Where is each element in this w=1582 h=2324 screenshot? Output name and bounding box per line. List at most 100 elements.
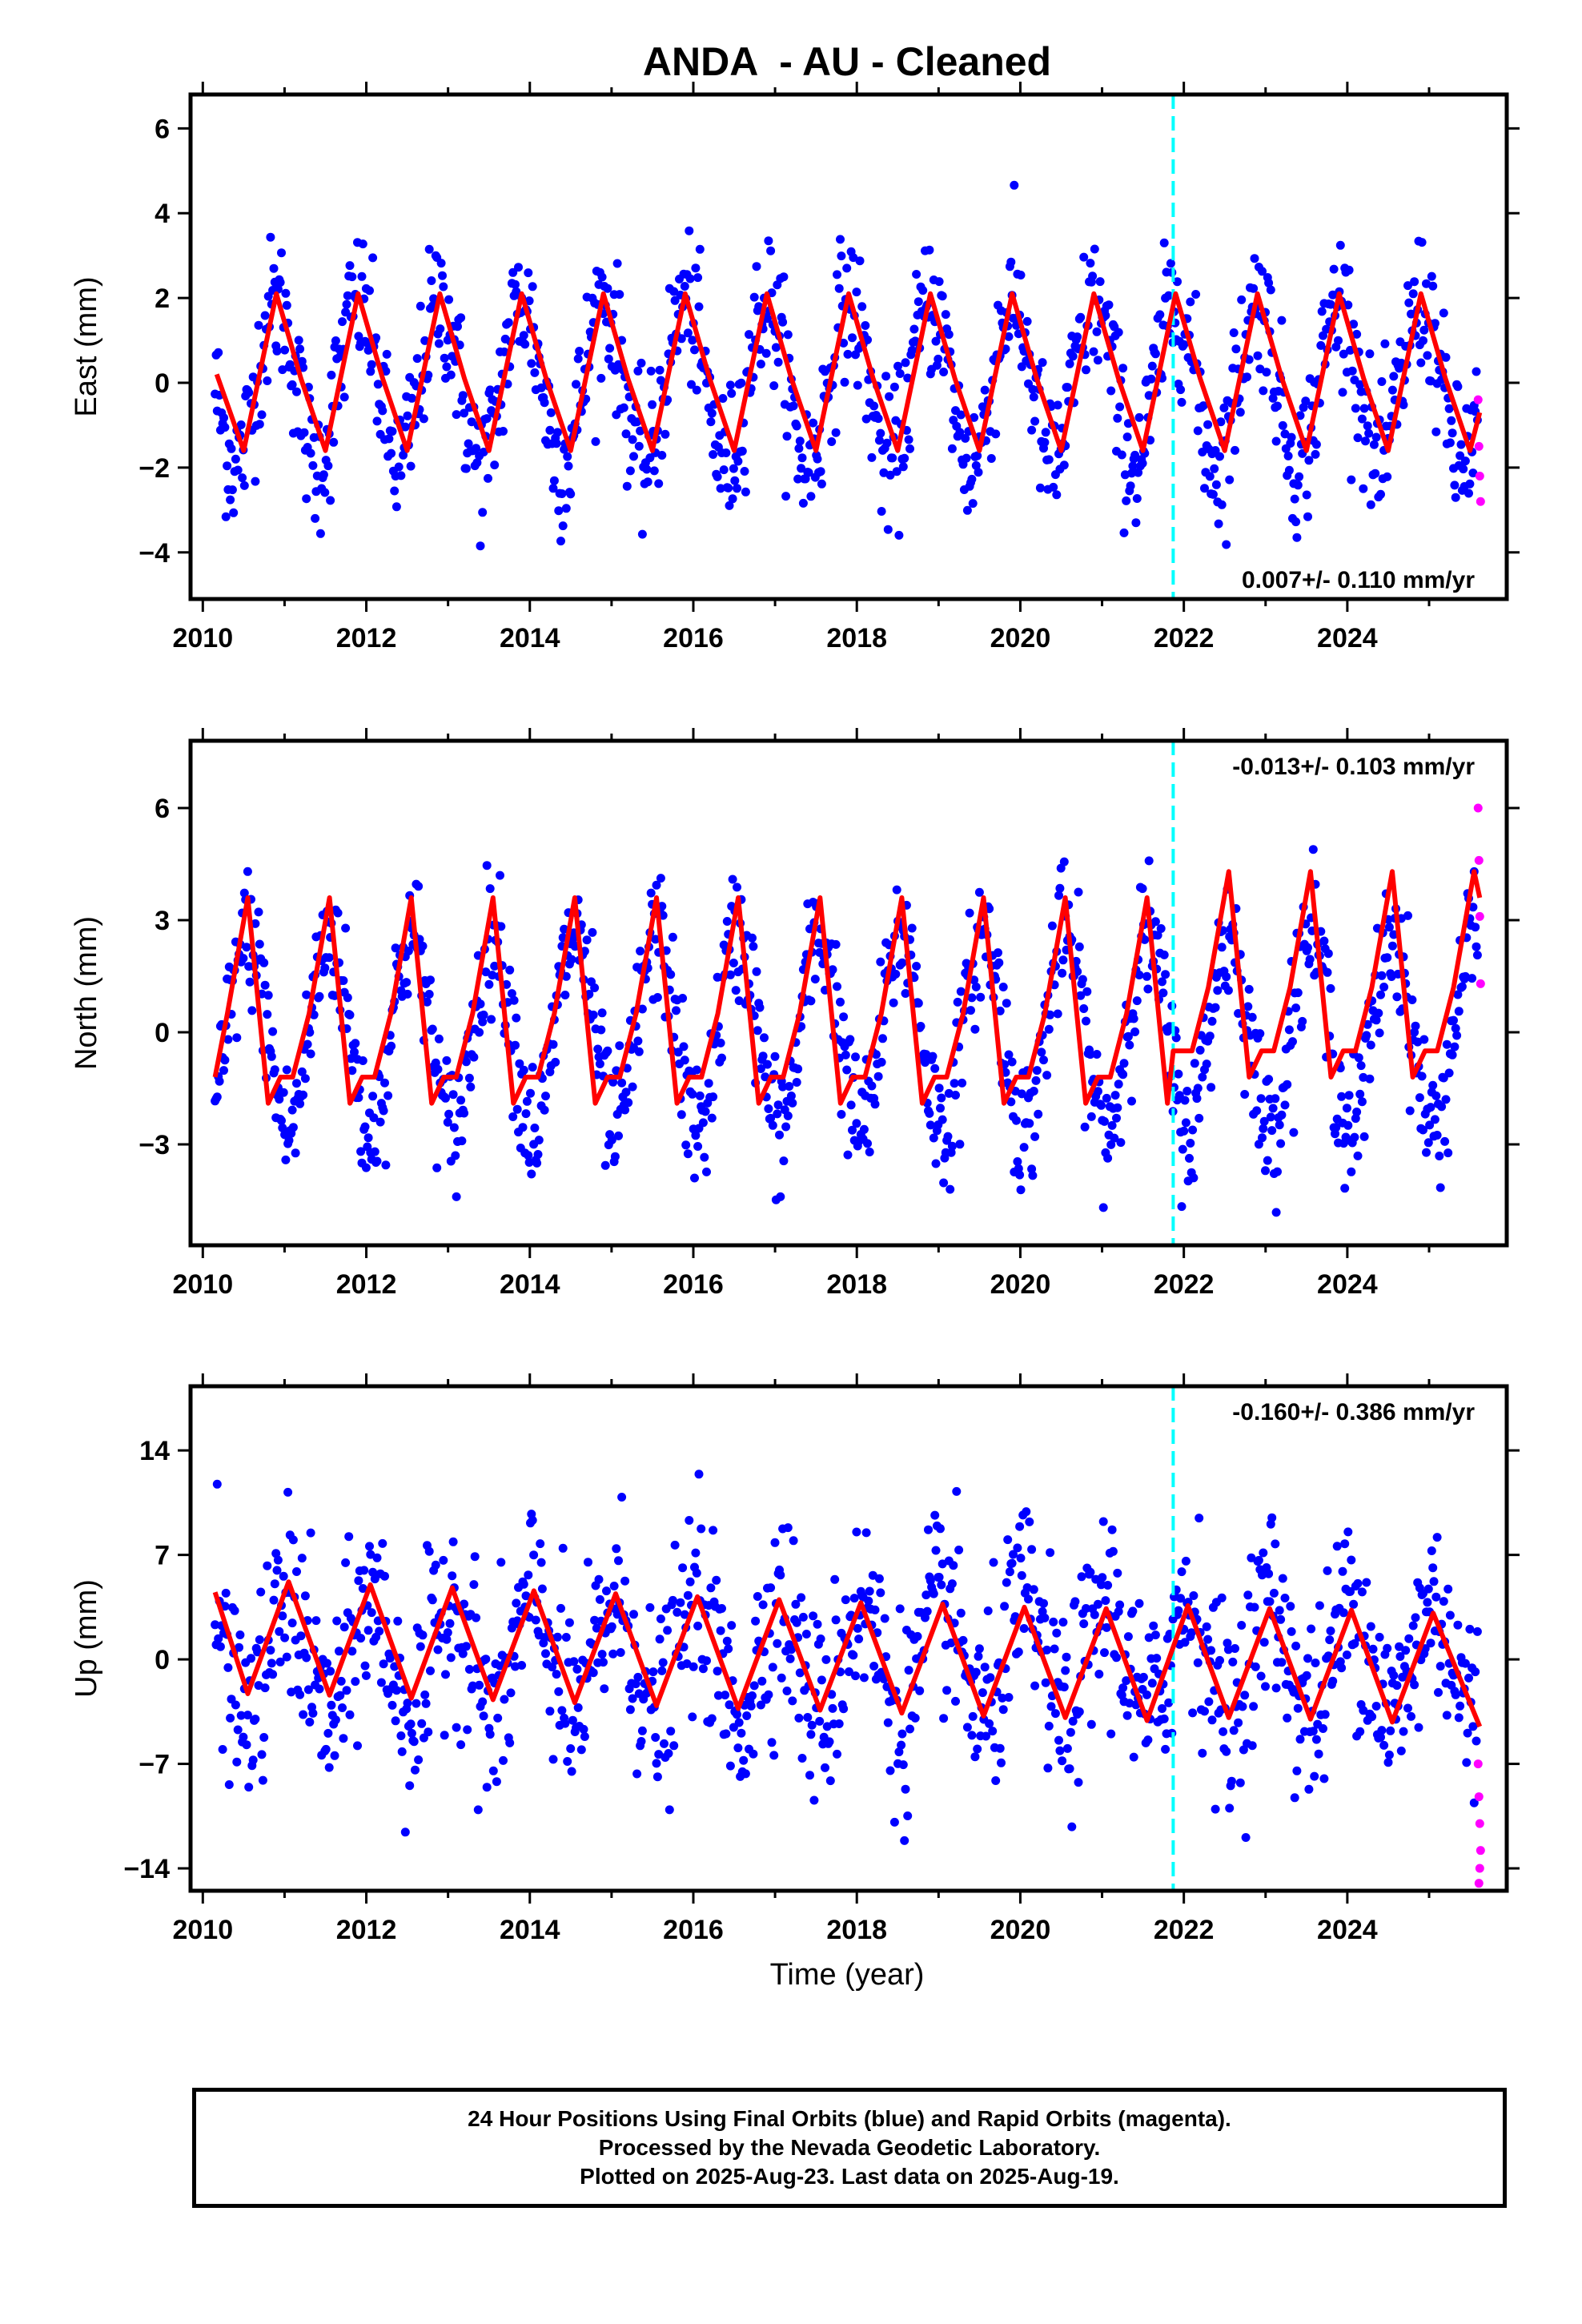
final-orbit-point: [694, 302, 704, 312]
final-orbit-point: [1117, 450, 1126, 460]
final-orbit-point: [593, 1044, 603, 1054]
final-orbit-point: [1041, 1678, 1050, 1687]
final-orbit-point: [1399, 400, 1408, 409]
final-orbit-point: [685, 274, 695, 283]
final-orbit-point: [680, 1610, 689, 1619]
final-orbit-point: [569, 1657, 579, 1667]
final-orbit-point: [416, 301, 425, 311]
final-orbit-point: [1453, 382, 1463, 392]
final-orbit-point: [1100, 1116, 1109, 1126]
x-tick-label: 2014: [500, 1915, 560, 1945]
final-orbit-point: [387, 427, 397, 436]
final-orbit-point: [1295, 411, 1305, 420]
final-orbit-point: [904, 435, 913, 444]
final-orbit-point: [1179, 1126, 1189, 1136]
final-orbit-point: [403, 1699, 412, 1708]
final-orbit-point: [440, 353, 449, 363]
final-orbit-point: [748, 933, 757, 943]
final-orbit-point: [837, 251, 846, 261]
final-orbit-point: [691, 1131, 701, 1140]
final-orbit-point: [1150, 1630, 1160, 1640]
final-orbit-point: [407, 393, 416, 403]
final-orbit-point: [1323, 949, 1333, 959]
final-orbit-point: [690, 1173, 699, 1183]
final-orbit-point: [864, 1596, 873, 1606]
final-orbit-point: [590, 1615, 600, 1625]
final-orbit-point: [701, 1107, 710, 1116]
final-orbit-point: [1389, 1671, 1399, 1680]
final-orbit-point: [1046, 1548, 1055, 1558]
footer-line-1: 24 Hour Positions Using Final Orbits (bl…: [468, 2106, 1231, 2131]
final-orbit-point: [461, 1057, 471, 1067]
final-orbit-point: [402, 978, 412, 987]
final-orbit-point: [456, 313, 466, 323]
final-orbit-point: [379, 1659, 388, 1669]
final-orbit-point: [1342, 1651, 1351, 1659]
final-orbit-point: [616, 1648, 625, 1657]
final-orbit-point: [921, 1590, 931, 1600]
final-orbit-point: [1256, 1094, 1266, 1104]
final-orbit-point: [227, 485, 237, 495]
final-orbit-point: [378, 1538, 387, 1548]
final-orbit-point: [482, 1783, 492, 1792]
final-orbit-point: [636, 1737, 646, 1746]
final-orbit-point: [734, 1718, 744, 1727]
final-orbit-point: [643, 477, 652, 487]
final-orbit-point: [548, 1039, 558, 1049]
final-orbit-point: [245, 977, 255, 987]
final-orbit-point: [1395, 1652, 1405, 1661]
final-orbit-point: [488, 971, 497, 980]
final-orbit-point: [1432, 1131, 1442, 1140]
final-orbit-point: [518, 1123, 528, 1132]
final-orbit-point: [1013, 1157, 1022, 1166]
final-orbit-point: [536, 383, 546, 392]
final-orbit-point: [464, 1073, 474, 1083]
final-orbit-point: [514, 263, 523, 272]
final-orbit-point: [303, 1039, 312, 1049]
final-orbit-point: [622, 481, 632, 491]
final-orbit-point: [673, 1607, 682, 1617]
final-orbit-point: [311, 1616, 321, 1626]
final-orbit-point: [1357, 1097, 1367, 1107]
final-orbit-point: [1110, 1091, 1120, 1100]
final-orbit-point: [1328, 290, 1338, 300]
final-orbit-point: [1177, 397, 1186, 407]
final-orbit-point: [344, 1532, 354, 1542]
final-orbit-point: [1383, 1643, 1392, 1653]
final-orbit-point: [560, 924, 569, 934]
final-orbit-point: [1302, 1671, 1311, 1680]
final-orbit-point: [842, 1065, 852, 1075]
final-orbit-point: [391, 502, 401, 512]
final-orbit-point: [905, 1724, 914, 1734]
final-orbit-point: [346, 1054, 355, 1063]
final-orbit-point: [1198, 1748, 1207, 1758]
final-orbit-point: [1276, 1614, 1286, 1624]
final-orbit-point: [695, 244, 705, 254]
final-orbit-point: [931, 1546, 941, 1555]
final-orbit-point: [1180, 1638, 1190, 1647]
final-orbit-point: [804, 468, 813, 477]
final-orbit-point: [941, 310, 950, 320]
final-orbit-point: [1359, 404, 1369, 413]
final-orbit-point: [520, 340, 530, 349]
final-orbit-point: [1006, 1097, 1016, 1107]
final-orbit-point: [1468, 903, 1478, 912]
final-orbit-point: [1039, 1598, 1048, 1608]
final-orbit-point: [1050, 1644, 1059, 1654]
final-orbit-point: [666, 970, 676, 979]
final-orbit-point: [867, 452, 877, 462]
final-orbit-point: [755, 1003, 765, 1012]
final-orbit-point: [986, 1673, 995, 1683]
final-orbit-point: [912, 962, 921, 971]
final-orbit-point: [633, 366, 643, 376]
final-orbit-point: [1049, 1617, 1058, 1626]
final-orbit-point: [731, 986, 741, 995]
final-orbit-point: [742, 1711, 752, 1720]
final-orbit-point: [1278, 1574, 1287, 1583]
final-orbit-point: [869, 1662, 879, 1671]
final-orbit-point: [1046, 1702, 1056, 1711]
final-orbit-point: [1211, 1804, 1220, 1814]
final-orbit-point: [915, 1686, 925, 1695]
final-orbit-point: [608, 1077, 618, 1087]
final-orbit-point: [722, 917, 732, 926]
